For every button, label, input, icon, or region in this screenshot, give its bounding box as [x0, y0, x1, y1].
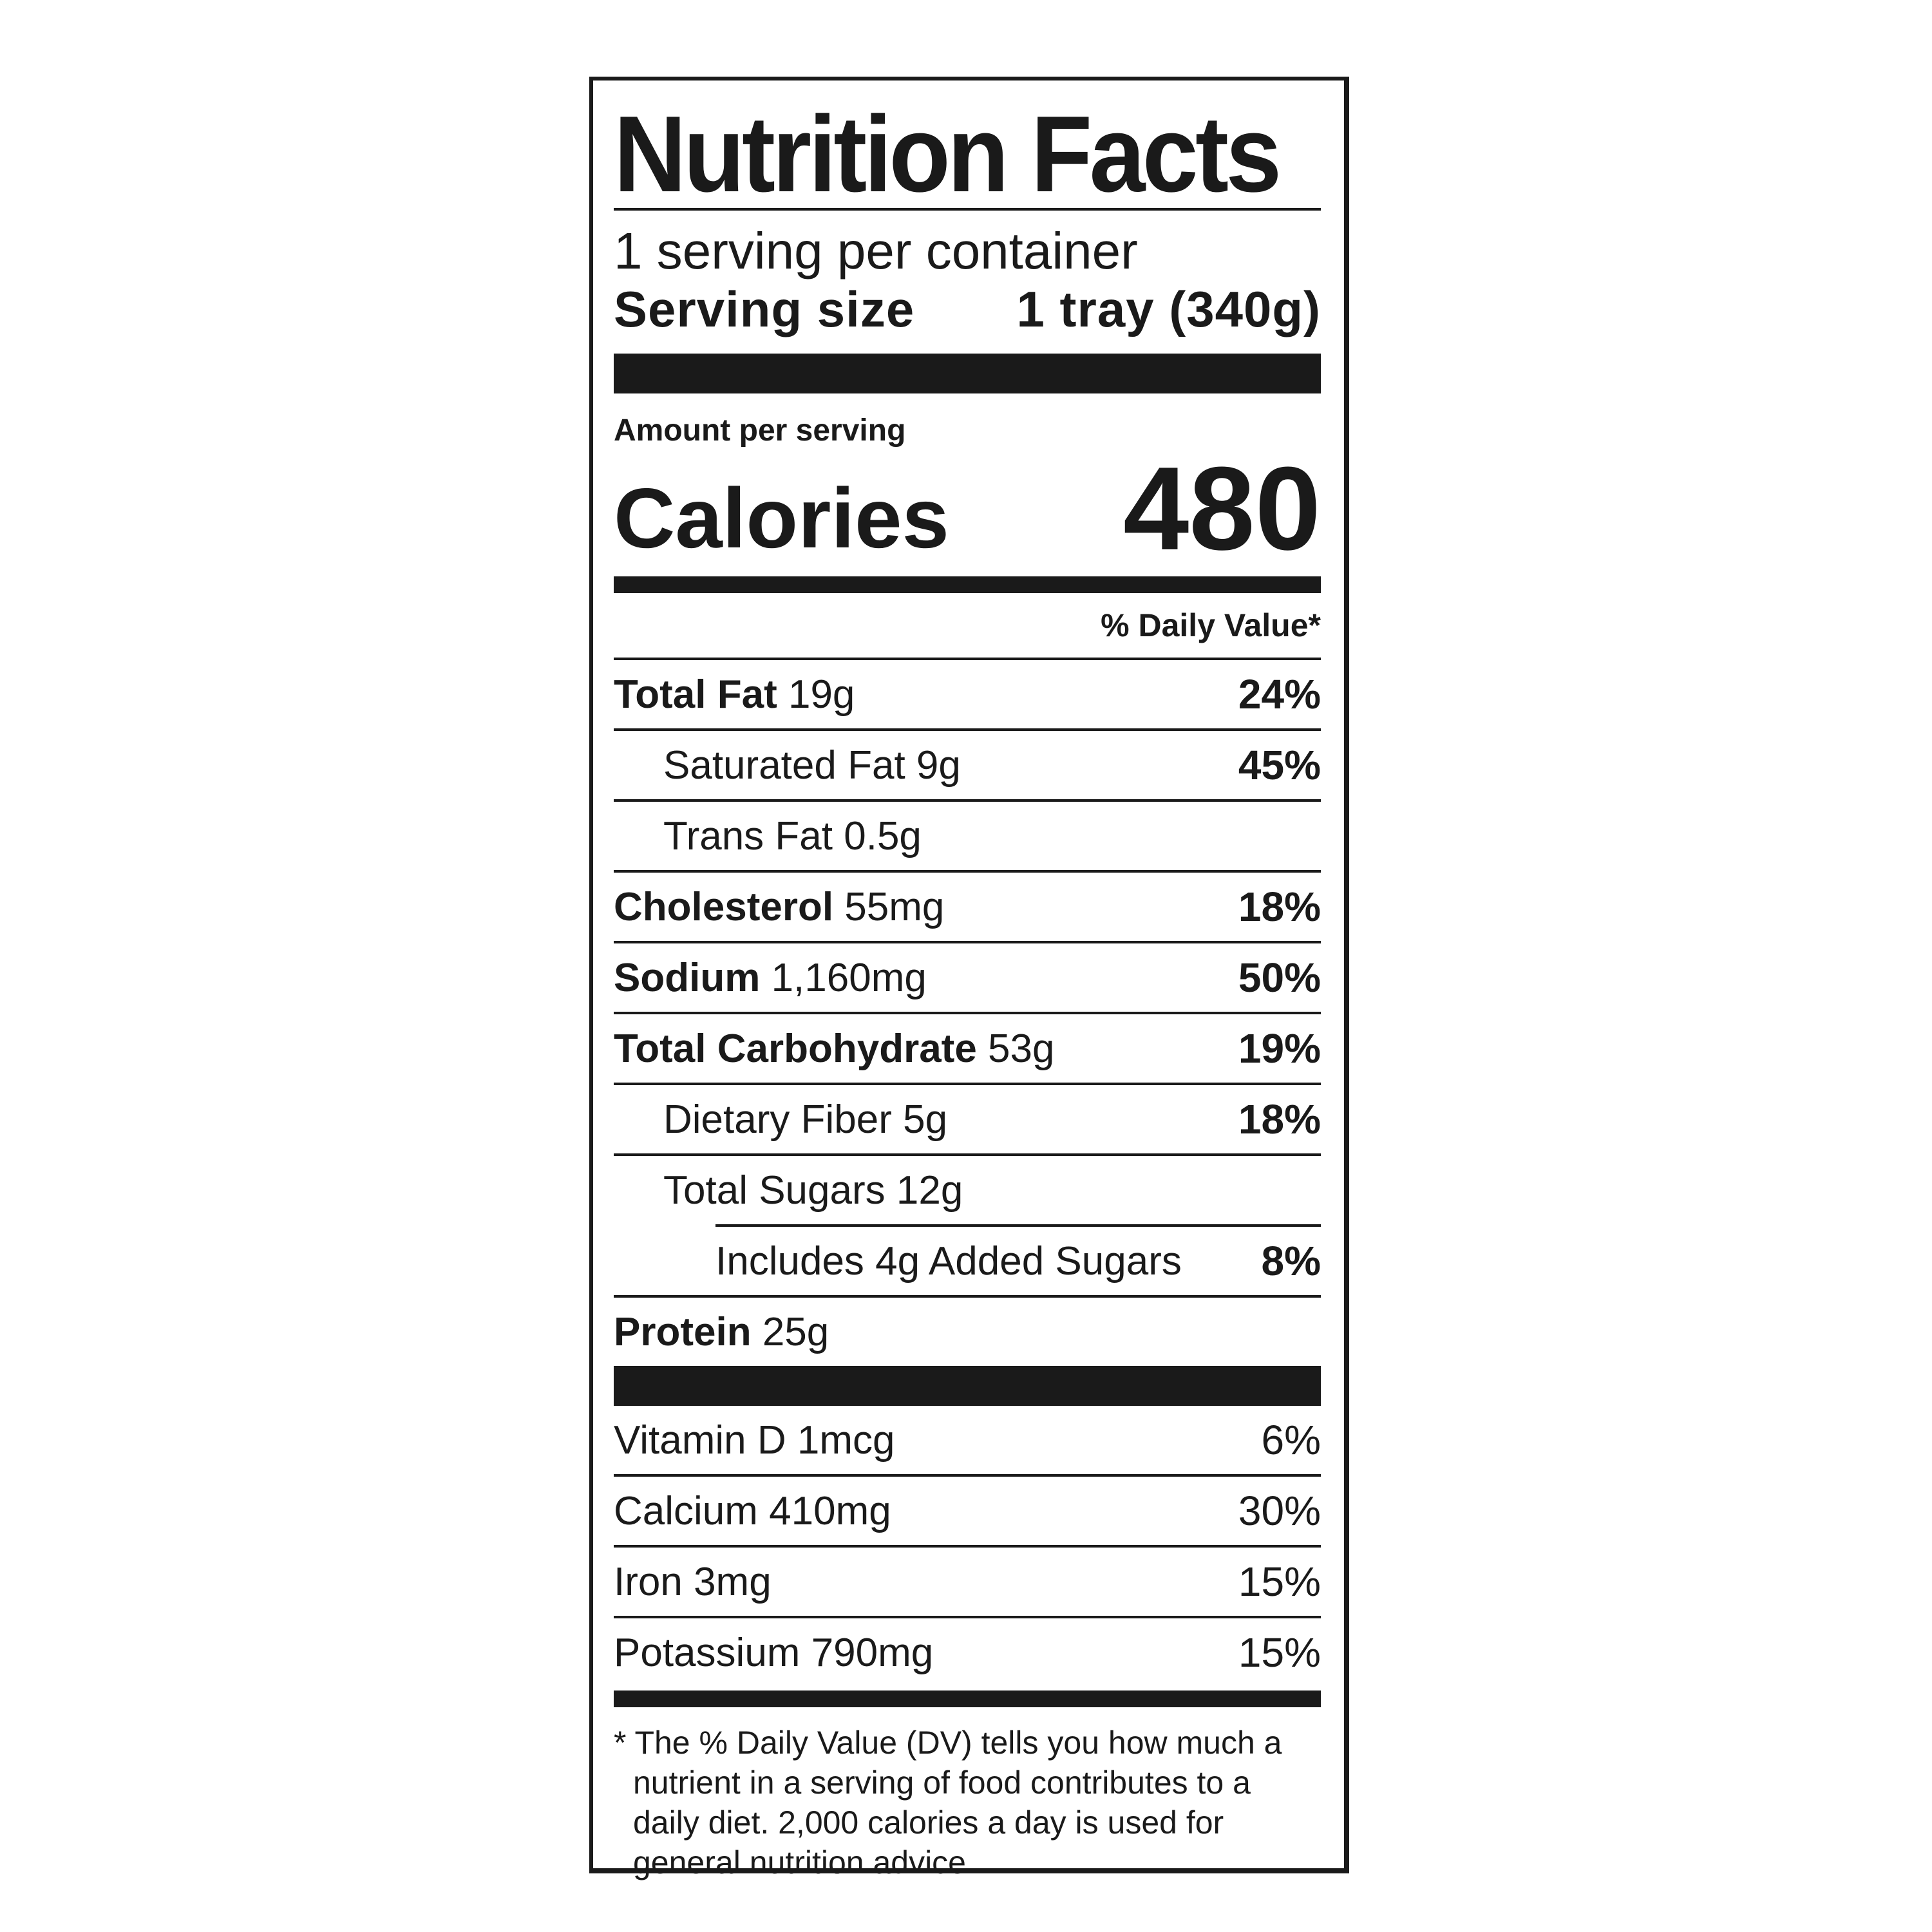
vitamin-name: Potassium	[614, 1630, 800, 1675]
amount-per-serving: Amount per serving	[614, 413, 906, 448]
thick-divider	[614, 1366, 1321, 1406]
nutrient-row-cholesterol: Cholesterol 55mg 18%	[614, 870, 1321, 941]
nutrient-amount: 53g	[988, 1026, 1055, 1071]
nutrient-row-dietary-fiber: Dietary Fiber 5g 18%	[614, 1083, 1321, 1153]
nutrient-amount: 25g	[762, 1309, 829, 1354]
vitamin-dv: 30%	[1238, 1488, 1321, 1534]
nutrient-row-total-fat: Total Fat 19g 24%	[614, 658, 1321, 728]
vitamin-name: Iron	[614, 1559, 683, 1604]
nutrient-amount: 0.5g	[844, 813, 922, 858]
nutrient-row-added-sugars: Includes 4g Added Sugars 8%	[715, 1224, 1321, 1295]
nutrient-dv: 18%	[1238, 1096, 1321, 1142]
nutrient-dv: 50%	[1238, 954, 1321, 1001]
nutrient-name: Includes 4g Added Sugars	[715, 1238, 1182, 1283]
vitamin-row-vitamin-d: Vitamin D 1mcg 6%	[614, 1406, 1321, 1474]
nutrition-facts-label: Nutrition Facts 1 serving per container …	[589, 77, 1349, 1880]
nutrient-name: Total Fat	[614, 672, 777, 717]
serving-size-label: Serving size	[614, 281, 915, 337]
nutrient-name: Cholesterol	[614, 884, 834, 929]
daily-value-header: % Daily Value*	[1101, 607, 1321, 643]
calories-value: 480	[1123, 442, 1321, 574]
calories-label: Calories	[614, 471, 949, 565]
vitamin-name: Calcium	[614, 1488, 758, 1533]
footnote: * The % Daily Value (DV) tells you how m…	[614, 1725, 1282, 1880]
nutrient-row-sodium: Sodium 1,160mg 50%	[614, 941, 1321, 1012]
vitamin-row-calcium: Calcium 410mg 30%	[614, 1474, 1321, 1545]
vitamin-dv: 15%	[1238, 1558, 1321, 1605]
servings-per-container: 1 serving per container	[614, 222, 1138, 279]
vitamin-amount: 1mcg	[797, 1417, 895, 1463]
vitamin-row-iron: Iron 3mg 15%	[614, 1545, 1321, 1616]
vitamin-dv: 15%	[1238, 1629, 1321, 1676]
nutrient-amount: 55mg	[844, 884, 945, 929]
nutrient-row-trans-fat: Trans Fat 0.5g	[614, 799, 1321, 870]
nutrient-amount: 19g	[788, 672, 855, 717]
nutrient-row-total-sugars: Total Sugars 12g	[614, 1153, 1321, 1224]
vitamin-name: Vitamin D	[614, 1417, 786, 1463]
nutrient-dv: 24%	[1238, 671, 1321, 717]
nutrient-amount: 1,160mg	[771, 955, 927, 1000]
vitamin-amount: 790mg	[811, 1630, 934, 1675]
serving-size-value: 1 tray (340g)	[1016, 281, 1321, 337]
vitamin-dv: 6%	[1261, 1417, 1321, 1463]
nutrient-name: Total Sugars	[663, 1168, 886, 1213]
vitamin-amount: 3mg	[694, 1559, 772, 1604]
serving-size: Serving size 1 tray (340g)	[614, 280, 1321, 338]
nutrient-name: Trans Fat	[663, 813, 833, 858]
label-title: Nutrition Facts	[614, 93, 1282, 214]
medium-divider	[614, 1690, 1321, 1707]
nutrient-dv: 45%	[1238, 742, 1321, 788]
nutrient-amount: 5g	[903, 1097, 948, 1142]
nutrient-dv: 18%	[1238, 884, 1321, 930]
nutrient-row-protein: Protein 25g	[614, 1295, 1321, 1366]
nutrient-row-total-carbohydrate: Total Carbohydrate 53g 19%	[614, 1012, 1321, 1083]
nutrient-name: Sodium	[614, 955, 761, 1000]
nutrient-name: Total Carbohydrate	[614, 1026, 977, 1071]
calories-row: Calories 480	[614, 449, 1321, 567]
nutrient-dv: 8%	[1261, 1238, 1321, 1284]
thick-divider	[614, 354, 1321, 393]
nutrient-name: Dietary Fiber	[663, 1097, 892, 1142]
nutrient-dv: 19%	[1238, 1025, 1321, 1072]
vitamin-row-potassium: Potassium 790mg 15%	[614, 1616, 1321, 1687]
nutrient-name: Protein	[614, 1309, 752, 1354]
medium-divider	[614, 576, 1321, 593]
nutrient-amount: 12g	[896, 1168, 963, 1213]
divider	[614, 208, 1321, 211]
nutrient-amount: 9g	[916, 743, 961, 788]
vitamin-amount: 410mg	[769, 1488, 891, 1533]
nutrient-name: Saturated Fat	[663, 743, 905, 788]
nutrient-row-saturated-fat: Saturated Fat 9g 45%	[614, 728, 1321, 799]
